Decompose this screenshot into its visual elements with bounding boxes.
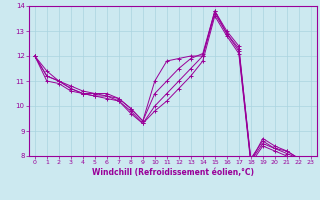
X-axis label: Windchill (Refroidissement éolien,°C): Windchill (Refroidissement éolien,°C): [92, 168, 254, 177]
